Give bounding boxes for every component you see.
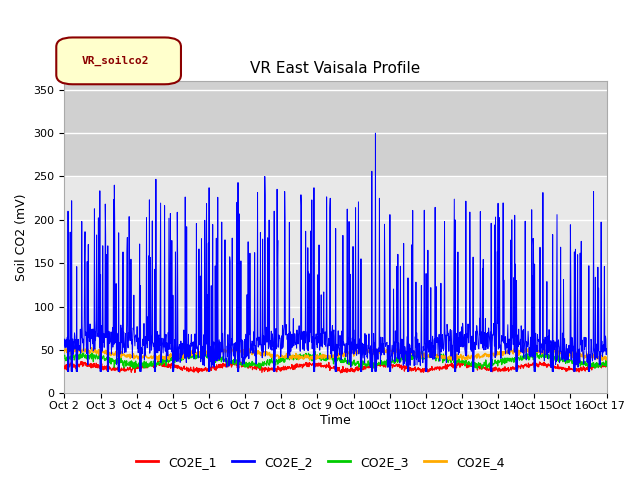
CO2E_4 [302, 354, 310, 360]
Legend: CO2E_1, CO2E_2, CO2E_3, CO2E_4: CO2E_1, CO2E_2, CO2E_3, CO2E_4 [131, 451, 509, 474]
Line: CO2E_2: CO2E_2 [65, 133, 607, 372]
X-axis label: Time: Time [320, 414, 351, 427]
CO2E_3 [102, 357, 110, 362]
CO2E_3 [312, 352, 319, 358]
CO2E_2 [61, 343, 68, 348]
Line: CO2E_1: CO2E_1 [65, 361, 607, 373]
CO2E_3 [61, 353, 68, 359]
Text: VR_soilco2: VR_soilco2 [82, 56, 150, 66]
FancyBboxPatch shape [56, 37, 181, 84]
CO2E_1 [312, 360, 319, 366]
CO2E_2 [603, 346, 611, 351]
CO2E_3 [603, 364, 611, 370]
CO2E_2 [372, 130, 380, 136]
CO2E_1 [125, 367, 132, 373]
CO2E_4 [125, 354, 132, 360]
CO2E_1 [603, 360, 611, 366]
CO2E_2 [103, 322, 111, 328]
Bar [65, 81, 607, 177]
CO2E_1 [291, 366, 299, 372]
CO2E_4 [603, 355, 611, 361]
CO2E_3 [131, 366, 138, 372]
CO2E_4 [291, 354, 298, 360]
CO2E_4 [312, 355, 319, 360]
CO2E_2 [302, 329, 310, 335]
CO2E_3 [302, 350, 310, 356]
Line: CO2E_3: CO2E_3 [65, 351, 607, 369]
CO2E_2 [312, 335, 319, 341]
CO2E_1 [61, 366, 68, 372]
CO2E_2 [369, 348, 377, 354]
CO2E_4 [102, 350, 110, 356]
CO2E_1 [370, 364, 378, 370]
CO2E_4 [61, 349, 68, 355]
CO2E_4 [369, 347, 377, 352]
Line: CO2E_4: CO2E_4 [65, 348, 607, 360]
CO2E_3 [419, 348, 426, 354]
CO2E_4 [367, 345, 375, 350]
CO2E_4 [598, 358, 606, 363]
CO2E_1 [302, 360, 310, 365]
CO2E_1 [102, 367, 110, 372]
CO2E_3 [291, 356, 299, 362]
CO2E_3 [369, 365, 377, 371]
CO2E_3 [125, 361, 132, 367]
Y-axis label: Soil CO2 (mV): Soil CO2 (mV) [15, 193, 28, 281]
CO2E_1 [337, 370, 344, 376]
CO2E_2 [125, 338, 132, 344]
CO2E_2 [291, 331, 299, 336]
CO2E_2 [64, 369, 72, 374]
Title: VR East Vaisala Profile: VR East Vaisala Profile [250, 61, 420, 76]
CO2E_1 [154, 358, 162, 364]
